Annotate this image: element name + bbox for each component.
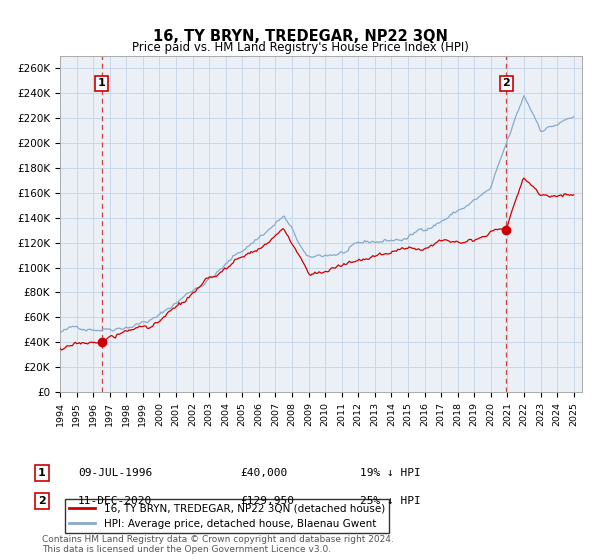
Text: £129,950: £129,950 (240, 496, 294, 506)
Text: 11-DEC-2020: 11-DEC-2020 (78, 496, 152, 506)
Text: 1: 1 (98, 78, 106, 88)
Text: 1: 1 (38, 468, 46, 478)
Text: 25% ↓ HPI: 25% ↓ HPI (360, 496, 421, 506)
Legend: 16, TY BRYN, TREDEGAR, NP22 3QN (detached house), HPI: Average price, detached h: 16, TY BRYN, TREDEGAR, NP22 3QN (detache… (65, 500, 389, 533)
Text: 2: 2 (38, 496, 46, 506)
Text: 09-JUL-1996: 09-JUL-1996 (78, 468, 152, 478)
Text: 16, TY BRYN, TREDEGAR, NP22 3QN: 16, TY BRYN, TREDEGAR, NP22 3QN (152, 29, 448, 44)
Text: £40,000: £40,000 (240, 468, 287, 478)
Text: Contains HM Land Registry data © Crown copyright and database right 2024.
This d: Contains HM Land Registry data © Crown c… (42, 535, 394, 554)
Text: 2: 2 (503, 78, 511, 88)
Text: 19% ↓ HPI: 19% ↓ HPI (360, 468, 421, 478)
Text: Price paid vs. HM Land Registry's House Price Index (HPI): Price paid vs. HM Land Registry's House … (131, 41, 469, 54)
